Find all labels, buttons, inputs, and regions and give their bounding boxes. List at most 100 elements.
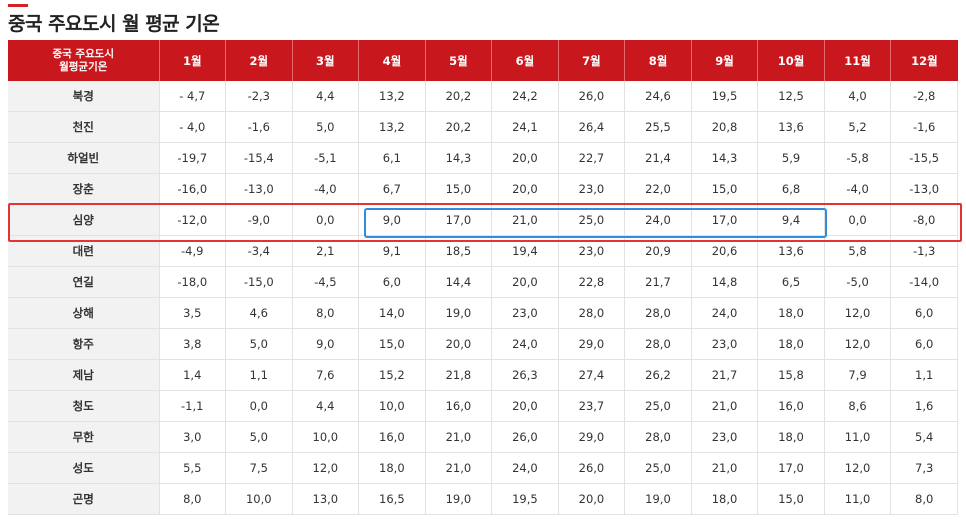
temperature-cell: 15,0 [757, 483, 825, 515]
temperature-cell: 24,6 [624, 81, 692, 112]
temperature-cell: 18,0 [358, 452, 426, 484]
temperature-cell: 15,8 [757, 359, 825, 391]
temperature-cell: 22,7 [558, 142, 626, 174]
temperature-cell: 23,0 [691, 421, 759, 453]
temperature-cell: 13,2 [358, 111, 426, 143]
temperature-cell: 9,1 [358, 235, 426, 267]
temperature-cell: 24,0 [491, 328, 559, 360]
temperature-cell: -9,0 [225, 204, 293, 236]
temperature-cell: 22,8 [558, 266, 626, 298]
temperature-cell: 19,0 [425, 297, 493, 329]
temperature-cell: 6,0 [358, 266, 426, 298]
temperature-table-container: 중국 주요도시 월평균기온 1월 2월 3월 4월 5월 6월 7월 8월 9월… [8, 40, 958, 515]
temperature-cell: 4,6 [225, 297, 293, 329]
temperature-cell: -3,4 [225, 235, 293, 267]
temperature-cell: 14,3 [691, 142, 759, 174]
temperature-cell: 27,4 [558, 359, 626, 391]
temperature-cell: 23,0 [691, 328, 759, 360]
table-row: 제남 1,4 1,1 7,6 15,2 21,8 26,3 27,4 26,2 21,7 15,8 7… [8, 359, 958, 391]
table-row: 연길 -18,0 -15,0 -4,5 6,0 14,4 20,0 22,8 21,7 14,8 6… [8, 266, 958, 298]
temperature-cell: 26,0 [558, 452, 626, 484]
city-name-cell: 제남 [8, 359, 160, 391]
temperature-cell: 20,2 [425, 111, 493, 143]
temperature-cell: -4,5 [292, 266, 360, 298]
temperature-cell: -8,0 [890, 204, 958, 236]
temperature-cell: 20,9 [624, 235, 692, 267]
temperature-cell: 7,9 [824, 359, 892, 391]
temperature-cell: 17,0 [757, 452, 825, 484]
temperature-cell: 13,6 [757, 235, 825, 267]
temperature-cell: 3,8 [159, 328, 227, 360]
month-header: 2월 [225, 40, 293, 81]
temperature-cell: 19,5 [491, 483, 559, 515]
temperature-cell: 19,5 [691, 81, 759, 112]
temperature-cell: 3,5 [159, 297, 227, 329]
temperature-cell: 16,0 [358, 421, 426, 453]
temperature-cell: 16,5 [358, 483, 426, 515]
temperature-cell: 6,7 [358, 173, 426, 205]
temperature-cell: 7,5 [225, 452, 293, 484]
temperature-cell: 20,0 [491, 390, 559, 422]
title-accent-bar [8, 4, 28, 7]
city-name-cell: 심양 [8, 204, 160, 236]
temperature-cell: 23,0 [558, 235, 626, 267]
temperature-cell: 16,0 [757, 390, 825, 422]
temperature-cell: 12,0 [824, 452, 892, 484]
temperature-cell: 21,4 [624, 142, 692, 174]
temperature-cell: 5,0 [292, 111, 360, 143]
temperature-cell: 1,4 [159, 359, 227, 391]
temperature-cell: 6,5 [757, 266, 825, 298]
temperature-cell: 22,0 [624, 173, 692, 205]
temperature-cell: 4,0 [824, 81, 892, 112]
temperature-cell: 21,7 [691, 359, 759, 391]
temperature-cell: -16,0 [159, 173, 227, 205]
temperature-cell: 10,0 [292, 421, 360, 453]
temperature-cell: 8,6 [824, 390, 892, 422]
temperature-cell: 18,5 [425, 235, 493, 267]
month-header: 4월 [358, 40, 426, 81]
temperature-cell: 18,0 [691, 483, 759, 515]
city-name-cell: 장춘 [8, 173, 160, 205]
temperature-cell: 23,0 [558, 173, 626, 205]
temperature-cell: 25,5 [624, 111, 692, 143]
month-header: 5월 [425, 40, 493, 81]
temperature-cell: 13,0 [292, 483, 360, 515]
temperature-cell: 17,0 [425, 204, 493, 236]
temperature-cell: 24,1 [491, 111, 559, 143]
city-name-cell: 천진 [8, 111, 160, 143]
temperature-cell: 5,0 [225, 421, 293, 453]
temperature-cell: 16,0 [425, 390, 493, 422]
table-row: 천진 - 4,0 -1,6 5,0 13,2 20,2 24,1 26,4 25,5 20,8 13… [8, 111, 958, 143]
temperature-cell: 2,1 [292, 235, 360, 267]
temperature-cell: -19,7 [159, 142, 227, 174]
month-header: 6월 [491, 40, 559, 81]
month-header: 10월 [757, 40, 825, 81]
temperature-cell: 13,2 [358, 81, 426, 112]
temperature-cell: 14,8 [691, 266, 759, 298]
temperature-cell: 15,0 [358, 328, 426, 360]
month-header: 7월 [558, 40, 626, 81]
temperature-cell: 20,0 [491, 266, 559, 298]
temperature-cell: 26,0 [491, 421, 559, 453]
temperature-cell: 5,5 [159, 452, 227, 484]
temperature-cell: -4,0 [292, 173, 360, 205]
page-title: 중국 주요도시 월 평균 기온 [8, 13, 220, 35]
temperature-cell: 0,0 [292, 204, 360, 236]
temperature-cell: 19,0 [425, 483, 493, 515]
temperature-cell: 24,0 [491, 452, 559, 484]
temperature-cell: 21,0 [691, 452, 759, 484]
temperature-cell: 24,0 [691, 297, 759, 329]
temperature-cell: 18,0 [757, 328, 825, 360]
temperature-cell: 3,0 [159, 421, 227, 453]
temperature-cell: 14,4 [425, 266, 493, 298]
temperature-cell: 1,6 [890, 390, 958, 422]
month-header: 11월 [824, 40, 892, 81]
temperature-cell: 12,0 [824, 297, 892, 329]
city-name-cell: 항주 [8, 328, 160, 360]
temperature-cell: 1,1 [890, 359, 958, 391]
temperature-cell: 26,4 [558, 111, 626, 143]
table-row: 성도 5,5 7,5 12,0 18,0 21,0 24,0 26,0 25,0 21,0 17,0… [8, 452, 958, 484]
temperature-cell: 29,0 [558, 328, 626, 360]
temperature-cell: 12,0 [824, 328, 892, 360]
temperature-cell: 21,0 [425, 452, 493, 484]
